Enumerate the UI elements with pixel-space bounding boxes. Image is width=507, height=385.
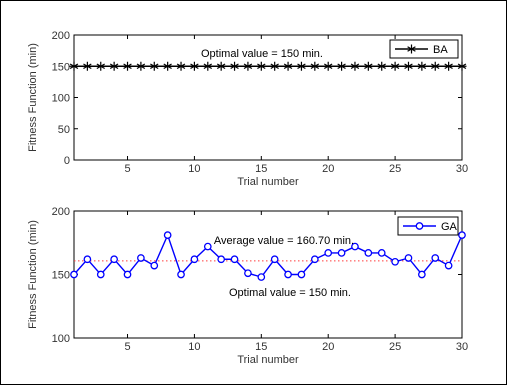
y-tick-label: 200 (52, 206, 70, 218)
y-tick-label: 100 (52, 93, 70, 105)
y-tick-label: 150 (52, 270, 70, 282)
data-point-marker (177, 270, 185, 279)
data-point-marker (337, 249, 346, 257)
data-point-marker (297, 270, 306, 279)
chart-panel-ga: 5 10 15 20 25 30 100 150 200 Trial number Fitness … (27, 206, 468, 366)
data-point-marker (137, 254, 145, 262)
y-tick-label: 200 (52, 30, 70, 42)
x-tick-label: 20 (322, 341, 334, 353)
annotation-text: Optimal value = 150 min. (201, 48, 323, 60)
chart-panel-ba: 5 10 15 20 25 30 0 50 100 150 200 Trial number Fitne… (27, 30, 468, 188)
legend-label: GA (441, 221, 458, 233)
data-point-marker (123, 270, 132, 279)
x-tick-label: 10 (188, 341, 200, 353)
x-axis-label: Trial number (237, 354, 299, 366)
x-tick-label: 30 (456, 341, 468, 353)
y-tick-label: 50 (58, 124, 70, 136)
data-point-marker (203, 242, 212, 251)
x-tick-label: 25 (389, 341, 401, 353)
x-tick-label: 5 (124, 163, 130, 175)
y-axis-label: Fitness Function (min) (27, 220, 39, 329)
data-point-marker (418, 270, 426, 279)
x-tick-label: 30 (456, 163, 468, 175)
data-point-marker (431, 254, 440, 262)
x-tick-label: 10 (188, 163, 200, 175)
annotation-text: Average value = 160.70 min. (214, 235, 354, 247)
data-point-marker (83, 255, 92, 264)
data-point-marker (230, 255, 239, 264)
legend-label: BA (433, 44, 448, 56)
data-point-marker (310, 255, 319, 264)
legend-marker (407, 46, 416, 52)
data-point-marker (96, 270, 105, 279)
data-point-marker (110, 255, 118, 264)
plot-area (73, 210, 463, 339)
data-point-marker (404, 254, 413, 262)
data-point-marker (190, 255, 199, 264)
x-axis-label: Trial number (237, 176, 299, 188)
data-point-marker (364, 249, 373, 257)
data-point-marker (444, 261, 453, 270)
data-point-marker (163, 231, 172, 239)
x-tick-label: 20 (322, 163, 334, 175)
data-point-marker (270, 255, 279, 264)
y-tick-label: 0 (64, 155, 70, 167)
data-point-marker (391, 257, 399, 266)
legend-marker (415, 222, 424, 230)
x-tick-label: 5 (124, 341, 130, 353)
data-point-marker (70, 270, 78, 279)
data-point-marker (150, 261, 159, 270)
data-point-marker (244, 269, 252, 278)
x-tick-label: 15 (255, 341, 267, 353)
data-point-marker (458, 231, 466, 239)
y-axis-label: Fitness Function (min) (27, 43, 39, 152)
x-tick-label: 25 (389, 163, 401, 175)
x-tick-label: 15 (255, 163, 267, 175)
data-point-marker (324, 249, 333, 257)
data-point-marker (217, 255, 226, 264)
data-point-marker (351, 242, 359, 251)
y-tick-label: 100 (52, 333, 70, 345)
data-point-marker (284, 270, 292, 279)
y-tick-label: 150 (52, 61, 70, 73)
data-point-marker (377, 249, 386, 257)
data-point-marker (257, 273, 266, 281)
annotation-text: Optimal value = 150 min. (229, 287, 351, 299)
